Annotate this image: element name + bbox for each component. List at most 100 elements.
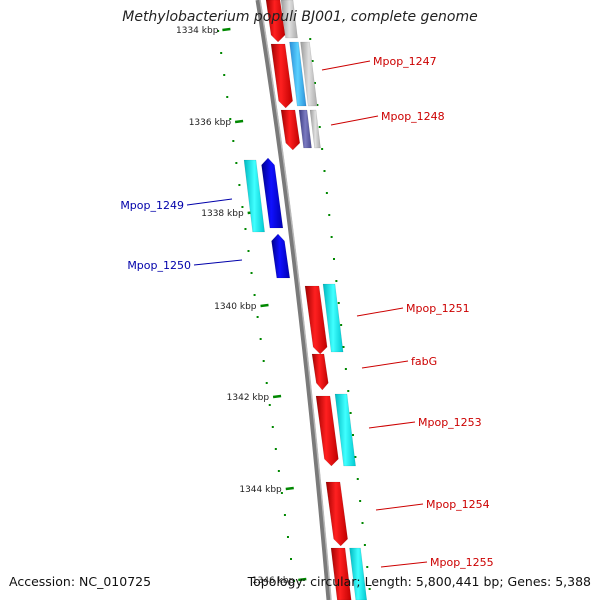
dot-left xyxy=(226,96,229,98)
dot-right xyxy=(309,38,312,40)
dot-right xyxy=(337,302,340,304)
accession-text: Accession: NC_010725 xyxy=(9,574,152,589)
dot-right xyxy=(325,192,328,194)
tick-mark xyxy=(285,486,294,491)
feature-block xyxy=(270,43,293,109)
gene-label[interactable]: Mpop_1253 xyxy=(418,416,482,429)
feature-block xyxy=(311,353,329,391)
feature-block xyxy=(322,283,344,353)
feature-block xyxy=(315,395,339,467)
gene-label[interactable]: Mpop_1247 xyxy=(373,55,437,68)
gene-label[interactable]: Mpop_1250 xyxy=(127,259,191,272)
dot-right xyxy=(323,170,326,172)
feature-block xyxy=(325,481,348,547)
dot-right xyxy=(311,60,314,62)
feature-blocks xyxy=(243,0,368,601)
dot-left xyxy=(256,316,259,318)
dot-right xyxy=(368,588,371,590)
dot-right xyxy=(321,148,324,150)
map-title: Methylobacterium populi BJ001, complete … xyxy=(122,9,478,25)
tick-mark xyxy=(234,119,244,124)
dot-left xyxy=(280,492,283,494)
dot-right xyxy=(328,214,331,216)
gene-label[interactable]: Mpop_1248 xyxy=(381,110,445,123)
label-leader-line xyxy=(380,561,428,568)
dot-left xyxy=(217,30,220,32)
tick-label: 1342 kbp xyxy=(227,393,270,403)
tick-label: 1336 kbp xyxy=(189,118,232,128)
dot-right xyxy=(342,346,345,348)
label-leader-line xyxy=(368,421,416,429)
feature-block xyxy=(243,159,265,233)
feature-block xyxy=(298,109,312,149)
dot-right xyxy=(359,500,362,502)
dot-right xyxy=(361,522,364,524)
feature-block xyxy=(334,393,356,467)
feature-block xyxy=(309,109,321,149)
feature-block xyxy=(304,285,328,355)
dot-left xyxy=(265,382,268,384)
dot-left xyxy=(290,558,293,560)
gene-label[interactable]: Mpop_1251 xyxy=(406,302,470,315)
dot-right xyxy=(347,390,350,392)
dot-left xyxy=(247,250,250,252)
gene-label[interactable]: fabG xyxy=(411,355,437,368)
dot-left xyxy=(250,272,253,274)
tick-label: 1334 kbp xyxy=(176,26,219,36)
dot-left xyxy=(286,536,289,538)
tick-label: 1340 kbp xyxy=(214,302,257,312)
label-leader-line xyxy=(361,360,409,369)
feature-block xyxy=(261,157,284,229)
feature-block xyxy=(280,109,301,151)
dot-right xyxy=(352,434,355,436)
gene-label[interactable]: Mpop_1249 xyxy=(120,199,184,212)
feature-block xyxy=(289,41,307,107)
dot-right xyxy=(335,280,338,282)
tick-label: 1338 kbp xyxy=(201,209,244,219)
base-skew-dots xyxy=(217,30,371,590)
dot-left xyxy=(235,162,238,164)
feature-block xyxy=(265,0,286,43)
dot-right xyxy=(313,82,316,84)
dot-right xyxy=(344,368,347,370)
dot-left xyxy=(268,404,271,406)
dot-right xyxy=(340,324,343,326)
dot-left xyxy=(220,52,223,54)
dot-right xyxy=(330,236,333,238)
dot-right xyxy=(316,104,319,106)
gene-labels: Mpop_1247 Mpop_1248 Mpop_1249 Mpop_1250 Mpop… xyxy=(120,55,493,569)
label-leader-line xyxy=(193,259,243,266)
dot-right xyxy=(333,258,335,260)
dot-right xyxy=(349,412,352,414)
dot-left xyxy=(238,184,241,186)
tick-mark xyxy=(260,303,269,308)
label-leaders xyxy=(186,60,428,568)
dot-right xyxy=(318,126,321,128)
dot-left xyxy=(244,228,247,230)
dot-left xyxy=(229,118,232,120)
dot-left xyxy=(293,580,296,582)
dot-right xyxy=(363,544,366,546)
label-leader-line xyxy=(375,503,424,511)
feature-block xyxy=(271,233,291,279)
gene-label[interactable]: Mpop_1255 xyxy=(430,556,494,569)
dot-left xyxy=(283,514,286,516)
tick-mark xyxy=(272,394,282,399)
tick-label: 1346 kbp xyxy=(252,576,295,586)
dot-left xyxy=(271,426,274,428)
tick-mark xyxy=(298,577,307,582)
dot-left xyxy=(241,206,244,208)
genome-summary: Topology: circular; Length: 5,800,441 bp… xyxy=(247,574,591,589)
dot-right xyxy=(366,566,369,568)
label-leader-line xyxy=(186,198,233,206)
dot-left xyxy=(253,294,256,296)
feature-block xyxy=(280,0,298,39)
dot-left xyxy=(232,140,235,142)
dot-left xyxy=(262,360,265,362)
gene-label[interactable]: Mpop_1254 xyxy=(426,498,490,511)
backbone xyxy=(255,0,332,601)
dot-left xyxy=(223,74,226,76)
tick-label: 1344 kbp xyxy=(239,485,282,495)
dot-left xyxy=(277,470,280,472)
